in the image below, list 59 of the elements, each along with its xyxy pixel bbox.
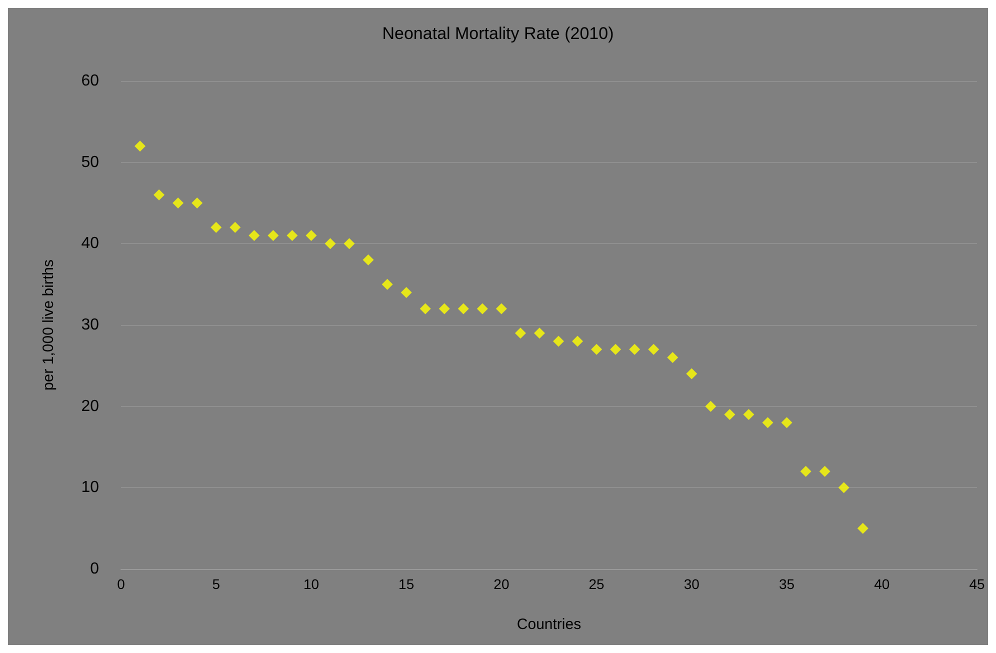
- x-tick-label: 15: [398, 576, 414, 592]
- point: [286, 230, 298, 242]
- x-tick-label: 35: [778, 576, 795, 592]
- point: [572, 336, 584, 347]
- point: [324, 238, 336, 250]
- point: [629, 344, 640, 355]
- point: [743, 408, 754, 420]
- point: [591, 344, 602, 355]
- point: [762, 417, 774, 428]
- point: [362, 254, 374, 266]
- point: [781, 417, 792, 428]
- y-tick-label: 10: [81, 479, 100, 496]
- point: [192, 198, 203, 208]
- point: [438, 303, 450, 314]
- y-tick-label: 0: [90, 560, 100, 578]
- point: [420, 303, 431, 314]
- point: [210, 222, 222, 233]
- point: [496, 303, 507, 314]
- point: [476, 303, 488, 314]
- point: [838, 482, 850, 494]
- point: [724, 408, 736, 420]
- point: [534, 328, 545, 339]
- y-tick-label: 20: [81, 398, 100, 415]
- point: [154, 189, 165, 200]
- y-tick-label: 30: [81, 316, 100, 334]
- x-tick-label: 10: [303, 576, 320, 592]
- point: [553, 336, 564, 347]
- point: [819, 466, 830, 477]
- x-tick-label: 25: [588, 576, 605, 592]
- point: [230, 222, 241, 233]
- x-axis-title: Countries: [516, 616, 582, 633]
- point: [514, 328, 526, 339]
- point: [458, 303, 469, 314]
- point: [610, 344, 622, 355]
- point: [800, 466, 812, 477]
- x-tick-label: 40: [874, 576, 890, 592]
- y-tick-label: 60: [81, 72, 100, 90]
- y-tick-label: 50: [81, 154, 100, 171]
- x-tick-label: 0: [117, 576, 126, 592]
- x-tick-label: 20: [494, 576, 510, 592]
- point: [857, 522, 868, 534]
- point: [306, 230, 317, 242]
- x-tick-label: 45: [969, 576, 985, 592]
- x-tick-label: 5: [212, 576, 220, 592]
- point: [705, 400, 716, 412]
- point: [382, 278, 393, 290]
- point: [268, 230, 279, 242]
- point: [344, 238, 355, 250]
- x-tick-label: 30: [684, 576, 700, 592]
- chart-title: Neonatal Mortality Rate (2010): [382, 24, 614, 43]
- point: [667, 352, 678, 364]
- point: [248, 230, 260, 242]
- y-axis-title: per 1,000 live births: [40, 260, 57, 390]
- point: [648, 344, 660, 355]
- point: [172, 198, 184, 208]
- point: [400, 286, 412, 298]
- point: [134, 140, 146, 152]
- y-tick-label: 40: [81, 235, 100, 252]
- point: [686, 368, 698, 380]
